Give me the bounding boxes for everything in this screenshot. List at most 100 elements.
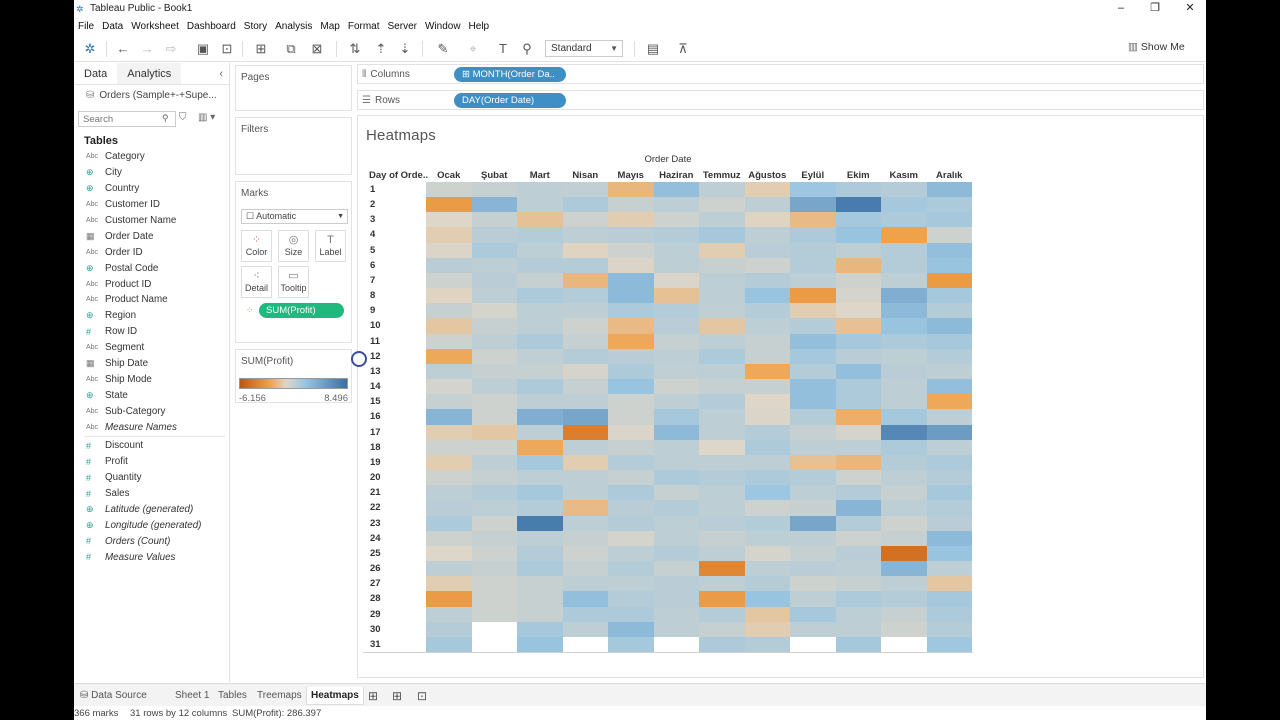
month-header[interactable]: Şubat — [481, 170, 508, 181]
heatmap-cell[interactable] — [426, 485, 472, 501]
month-header[interactable]: Nisan — [572, 170, 599, 181]
heatmap-cell[interactable] — [744, 318, 791, 334]
heatmap-cell[interactable] — [790, 379, 836, 395]
field-item[interactable]: # Orders (Count) — [74, 533, 229, 549]
day-label[interactable]: 7 — [370, 274, 376, 286]
heatmap-cell[interactable] — [608, 303, 654, 319]
field-item[interactable]: ⊕ Latitude (generated) — [74, 502, 229, 518]
highlight-icon[interactable]: ✎ — [437, 41, 449, 56]
heatmap-cell[interactable] — [881, 454, 927, 471]
heatmap-cell[interactable] — [835, 257, 882, 274]
heatmap-cell[interactable] — [562, 606, 609, 622]
heatmap-cell[interactable] — [926, 530, 973, 547]
heatmap-cell[interactable] — [426, 333, 472, 350]
heatmap-cell[interactable] — [653, 424, 700, 441]
heatmap-cell[interactable] — [562, 318, 609, 334]
heatmap-cell[interactable] — [653, 409, 700, 425]
heatmap-cell[interactable] — [608, 182, 654, 198]
heatmap-cell[interactable] — [881, 470, 927, 486]
heatmap-cell[interactable] — [835, 363, 882, 380]
heatmap-cell[interactable] — [699, 242, 745, 259]
heatmap-cell[interactable] — [517, 424, 563, 441]
heatmap-cell[interactable] — [653, 606, 700, 622]
heatmap-cell[interactable] — [926, 333, 973, 350]
sort-descending-icon[interactable]: ⇣ — [399, 41, 411, 56]
heatmap-cell[interactable] — [562, 394, 609, 410]
day-label[interactable]: 18 — [370, 441, 381, 453]
heatmap-cell[interactable] — [835, 318, 882, 334]
day-label[interactable]: 14 — [370, 381, 381, 393]
tab-data-source[interactable]: ⛁ Data Source — [76, 687, 151, 705]
heatmap-cell[interactable] — [426, 394, 472, 410]
heatmap-cell[interactable] — [517, 197, 563, 213]
close-button[interactable]: ✕ — [1185, 2, 1195, 14]
heatmap-cell[interactable] — [426, 561, 472, 577]
heatmap-cell[interactable] — [562, 303, 609, 319]
heatmap-cell[interactable] — [881, 485, 927, 501]
heatmap-cell[interactable] — [653, 545, 700, 562]
day-label[interactable]: 15 — [370, 396, 381, 408]
heatmap-cell[interactable] — [471, 303, 518, 319]
heatmap-cell[interactable] — [744, 545, 791, 562]
heatmap-cell[interactable] — [835, 470, 882, 486]
show-labels-icon[interactable]: T — [499, 41, 507, 56]
heatmap-cell[interactable] — [562, 272, 609, 289]
heatmap-cell[interactable] — [653, 394, 700, 410]
heatmap-cell[interactable] — [471, 288, 518, 304]
field-item[interactable]: ⊕ City — [74, 165, 229, 181]
heatmap-cell[interactable] — [562, 242, 609, 259]
heatmap-cell[interactable] — [426, 379, 472, 395]
heatmap-cell[interactable] — [653, 576, 700, 592]
heatmap-cell[interactable] — [608, 515, 654, 531]
presentation-icon[interactable]: ⊼ — [678, 41, 688, 56]
heatmap-cell[interactable] — [790, 394, 836, 410]
heatmap-cell[interactable] — [653, 379, 700, 395]
heatmap-cell[interactable] — [471, 515, 518, 531]
heatmap-cell[interactable] — [471, 333, 518, 350]
heatmap-cell[interactable] — [699, 303, 745, 319]
heatmap-cell[interactable] — [608, 470, 654, 486]
heatmap-cell[interactable] — [471, 545, 518, 562]
day-label[interactable]: 31 — [370, 638, 381, 650]
heatmap-cell[interactable] — [790, 197, 836, 213]
field-item[interactable]: ▦ Ship Date — [74, 356, 229, 372]
field-item[interactable]: Abc Segment — [74, 340, 229, 356]
heatmap-cell[interactable] — [471, 485, 518, 501]
heatmap-cell[interactable] — [471, 409, 518, 425]
heatmap-cell[interactable] — [608, 394, 654, 410]
heatmap-cell[interactable] — [790, 621, 836, 638]
heatmap-cell[interactable] — [699, 212, 745, 228]
heatmap-cell[interactable] — [653, 348, 700, 365]
heatmap-cell[interactable] — [562, 333, 609, 350]
field-item[interactable]: ▦ Order Date — [74, 228, 229, 244]
heatmap-cell[interactable] — [699, 485, 745, 501]
heatmap-cell[interactable] — [653, 303, 700, 319]
heatmap-cell[interactable] — [653, 333, 700, 350]
heatmap-cell[interactable] — [790, 515, 836, 531]
datasource-item[interactable]: ⛁ Orders (Sample+-+Supe... — [74, 85, 229, 105]
heatmap-cell[interactable] — [562, 409, 609, 425]
heatmap-cell[interactable] — [790, 530, 836, 547]
heatmap-cell[interactable] — [517, 257, 563, 274]
day-label[interactable]: 16 — [370, 411, 381, 423]
field-item[interactable]: ⊕ Region — [74, 308, 229, 324]
heatmap-cell[interactable] — [608, 485, 654, 501]
day-label[interactable]: 4 — [370, 229, 376, 241]
heatmap-cell[interactable] — [744, 621, 791, 638]
filter-icon[interactable]: ⛉ — [179, 112, 187, 123]
heatmap-cell[interactable] — [471, 257, 518, 274]
heatmap-cell[interactable] — [744, 424, 791, 441]
heatmap-cell[interactable] — [881, 500, 927, 516]
heatmap-cell[interactable] — [426, 576, 472, 592]
heatmap-cell[interactable] — [517, 545, 563, 562]
heatmap-cell[interactable] — [426, 500, 472, 516]
heatmap-cell[interactable] — [562, 257, 609, 274]
heatmap-cell[interactable] — [926, 485, 973, 501]
day-label[interactable]: 12 — [370, 350, 381, 362]
field-item[interactable]: # Measure Values — [74, 549, 229, 565]
heatmap-cell[interactable] — [471, 576, 518, 592]
heatmap-cell[interactable] — [835, 409, 882, 425]
heatmap-cell[interactable] — [653, 272, 700, 289]
heatmap-cell[interactable] — [881, 197, 927, 213]
heatmap-cell[interactable] — [699, 394, 745, 410]
